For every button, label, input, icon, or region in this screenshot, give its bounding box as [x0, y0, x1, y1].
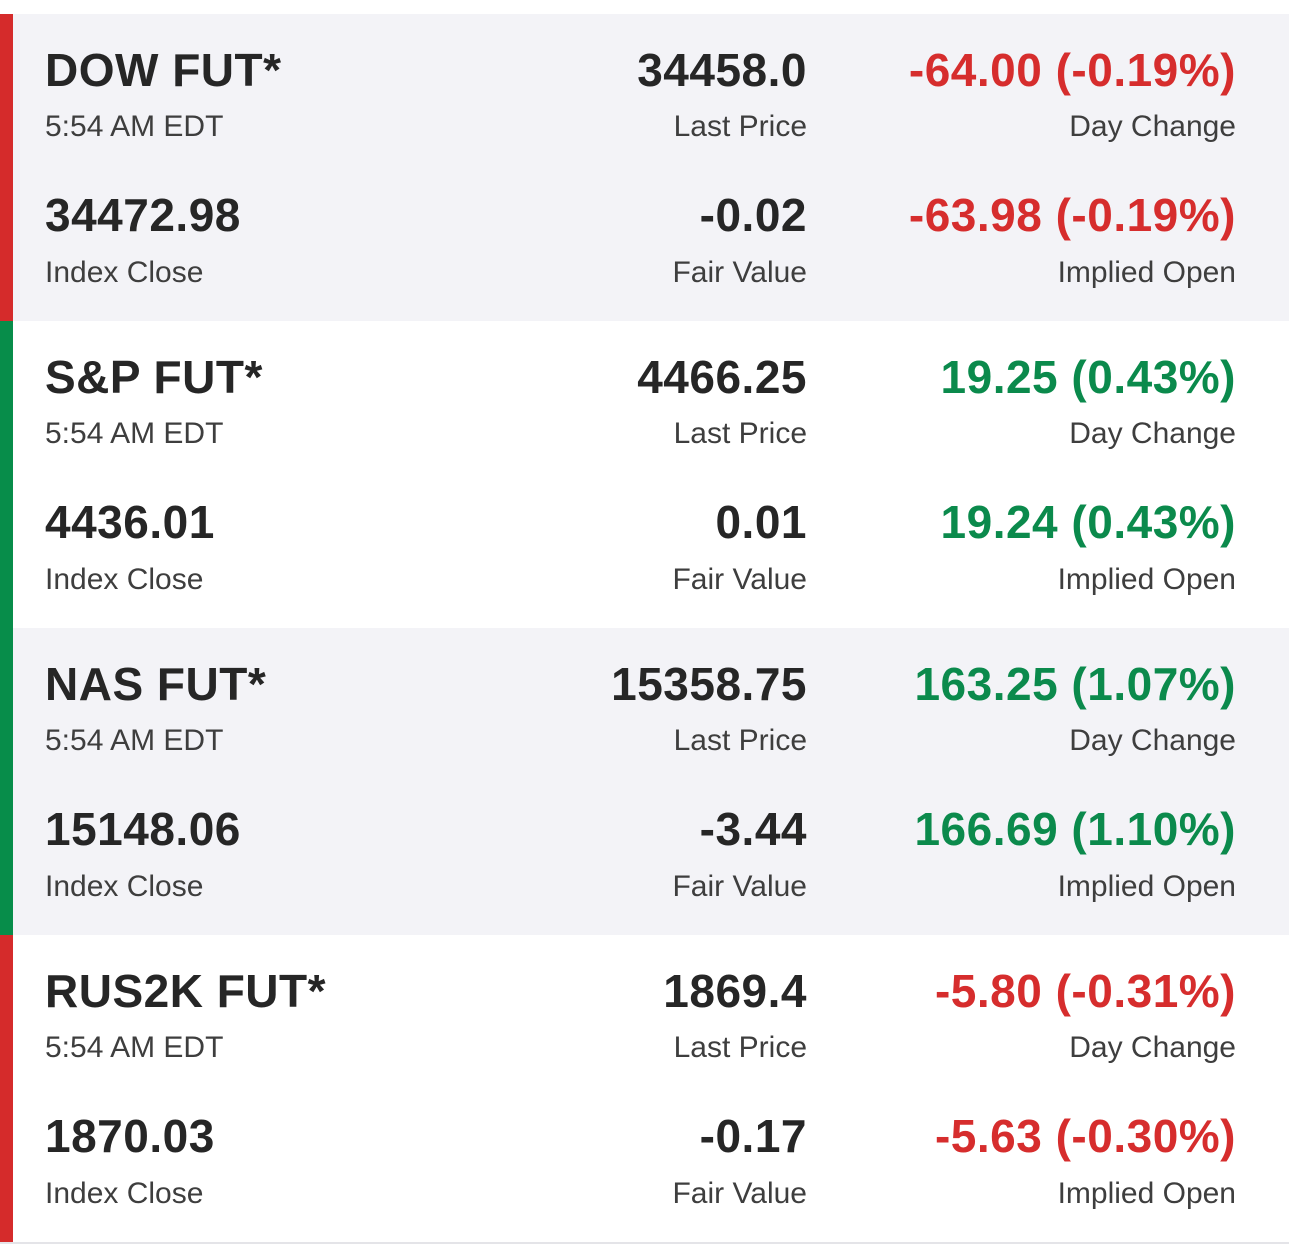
fair-value-label: Fair Value: [672, 563, 807, 596]
futures-card-sp[interactable]: S&P FUT* 5:54 AM EDT 4466.25 Last Price …: [0, 321, 1289, 628]
day-change-value: -64.00 (-0.19%): [908, 44, 1236, 96]
contract-name: RUS2K FUT*: [45, 965, 327, 1017]
fair-value-label: Fair Value: [672, 870, 807, 903]
index-close-value: 4436.01: [45, 496, 215, 548]
last-price-label: Last Price: [673, 1031, 807, 1064]
futures-card-rus2k[interactable]: RUS2K FUT* 5:54 AM EDT 1869.4 Last Price…: [0, 935, 1289, 1242]
direction-stripe-down: [0, 14, 13, 321]
last-price-value: 34458.0: [637, 44, 807, 96]
contract-name: NAS FUT*: [45, 658, 267, 710]
index-close-label: Index Close: [45, 1177, 204, 1210]
fair-value-label: Fair Value: [672, 1177, 807, 1210]
contract-name: DOW FUT*: [45, 44, 282, 96]
implied-open-value: -5.63 (-0.30%): [934, 1110, 1236, 1162]
direction-stripe-up: [0, 321, 13, 628]
fair-value-value: -3.44: [699, 803, 807, 855]
implied-open-value: 19.24 (0.43%): [940, 496, 1236, 548]
futures-list: DOW FUT* 5:54 AM EDT 34458.0 Last Price …: [0, 14, 1289, 1242]
quote-time: 5:54 AM EDT: [45, 1031, 224, 1064]
last-price-value: 15358.75: [611, 658, 807, 710]
index-close-value: 1870.03: [45, 1110, 215, 1162]
day-change-label: Day Change: [1069, 417, 1236, 450]
implied-open-label: Implied Open: [1057, 870, 1236, 903]
implied-open-label: Implied Open: [1057, 1177, 1236, 1210]
index-close-label: Index Close: [45, 256, 204, 289]
index-close-label: Index Close: [45, 563, 204, 596]
day-change-label: Day Change: [1069, 724, 1236, 757]
index-close-value: 15148.06: [45, 803, 241, 855]
futures-card-nas[interactable]: NAS FUT* 5:54 AM EDT 15358.75 Last Price…: [0, 628, 1289, 935]
fair-value-value: 0.01: [715, 496, 807, 548]
last-price-value: 1869.4: [663, 965, 807, 1017]
implied-open-label: Implied Open: [1057, 563, 1236, 596]
quote-time: 5:54 AM EDT: [45, 417, 224, 450]
last-price-label: Last Price: [673, 110, 807, 143]
last-price-value: 4466.25: [637, 351, 807, 403]
implied-open-value: 166.69 (1.10%): [914, 803, 1236, 855]
day-change-value: 19.25 (0.43%): [940, 351, 1236, 403]
day-change-value: -5.80 (-0.31%): [934, 965, 1236, 1017]
day-change-label: Day Change: [1069, 110, 1236, 143]
index-close-value: 34472.98: [45, 189, 241, 241]
futures-card-dow[interactable]: DOW FUT* 5:54 AM EDT 34458.0 Last Price …: [0, 14, 1289, 321]
contract-name: S&P FUT*: [45, 351, 263, 403]
quote-time: 5:54 AM EDT: [45, 724, 224, 757]
last-price-label: Last Price: [673, 417, 807, 450]
implied-open-value: -63.98 (-0.19%): [908, 189, 1236, 241]
day-change-value: 163.25 (1.07%): [914, 658, 1236, 710]
quote-time: 5:54 AM EDT: [45, 110, 224, 143]
fair-value-value: -0.02: [699, 189, 807, 241]
last-price-label: Last Price: [673, 724, 807, 757]
direction-stripe-up: [0, 628, 13, 935]
index-close-label: Index Close: [45, 870, 204, 903]
direction-stripe-down: [0, 935, 13, 1242]
day-change-label: Day Change: [1069, 1031, 1236, 1064]
fair-value-label: Fair Value: [672, 256, 807, 289]
implied-open-label: Implied Open: [1057, 256, 1236, 289]
fair-value-value: -0.17: [699, 1110, 807, 1162]
list-bottom-divider: [0, 1242, 1289, 1244]
